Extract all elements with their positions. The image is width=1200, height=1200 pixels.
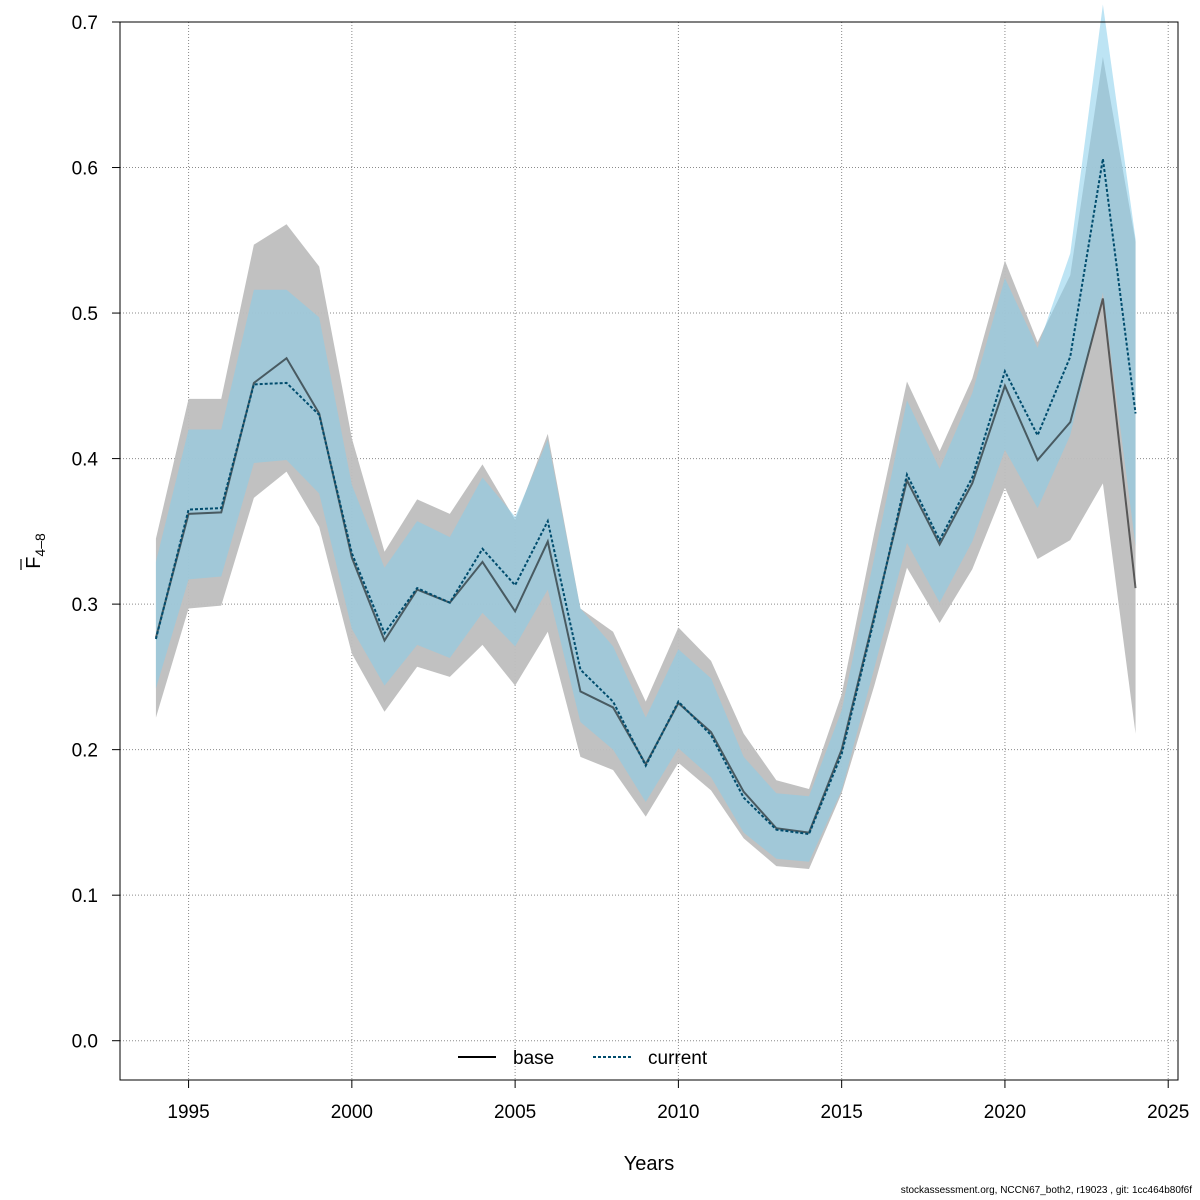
- y-axis-title-sub: 4–8: [32, 533, 48, 557]
- y-tick-label-6: 0.6: [72, 159, 98, 180]
- y-tick-label-1: 0.1: [72, 886, 98, 907]
- y-tick-label-2: 0.2: [72, 741, 98, 762]
- legend-label-base: base: [513, 1048, 554, 1069]
- legend: base current: [458, 1048, 708, 1069]
- y-axis: 0.0 0.1 0.2 0.3 0.4 0.5 0.6 0.7: [72, 13, 120, 1053]
- x-tick-label-2: 2005: [494, 1102, 536, 1123]
- x-axis: 1995 2000 2005 2010 2015 2020 2025: [167, 1079, 1189, 1123]
- grid-lines: [120, 21, 1178, 1080]
- series-lines: [154, 158, 1137, 836]
- legend-label-current: current: [648, 1048, 708, 1069]
- footer-credit: stockassessment.org, NCCN67_both2, r1902…: [900, 1185, 1192, 1196]
- x-tick-label-3: 2010: [657, 1102, 699, 1123]
- y-tick-label-7: 0.7: [72, 13, 98, 34]
- y-axis-title-main: F: [23, 557, 45, 569]
- x-tick-label-1: 2000: [331, 1102, 373, 1123]
- x-tick-label-0: 1995: [167, 1102, 209, 1123]
- x-tick-label-4: 2015: [821, 1102, 863, 1123]
- svg-text:F4–8: F4–8: [23, 533, 48, 569]
- x-tick-label-5: 2020: [984, 1102, 1026, 1123]
- y-tick-label-3: 0.3: [72, 595, 98, 616]
- y-axis-title: F4–8: [20, 533, 48, 570]
- y-tick-label-5: 0.5: [72, 304, 98, 325]
- y-tick-label-0: 0.0: [72, 1032, 98, 1053]
- band-current: [155, 4, 1136, 862]
- band-base: [155, 56, 1136, 869]
- x-tick-label-6: 2025: [1147, 1102, 1189, 1123]
- x-axis-title: Years: [624, 1153, 674, 1175]
- y-tick-label-4: 0.4: [72, 450, 99, 471]
- confidence-bands: [155, 4, 1136, 869]
- plot-frame: [119, 21, 1179, 1081]
- line-current: [154, 158, 1137, 836]
